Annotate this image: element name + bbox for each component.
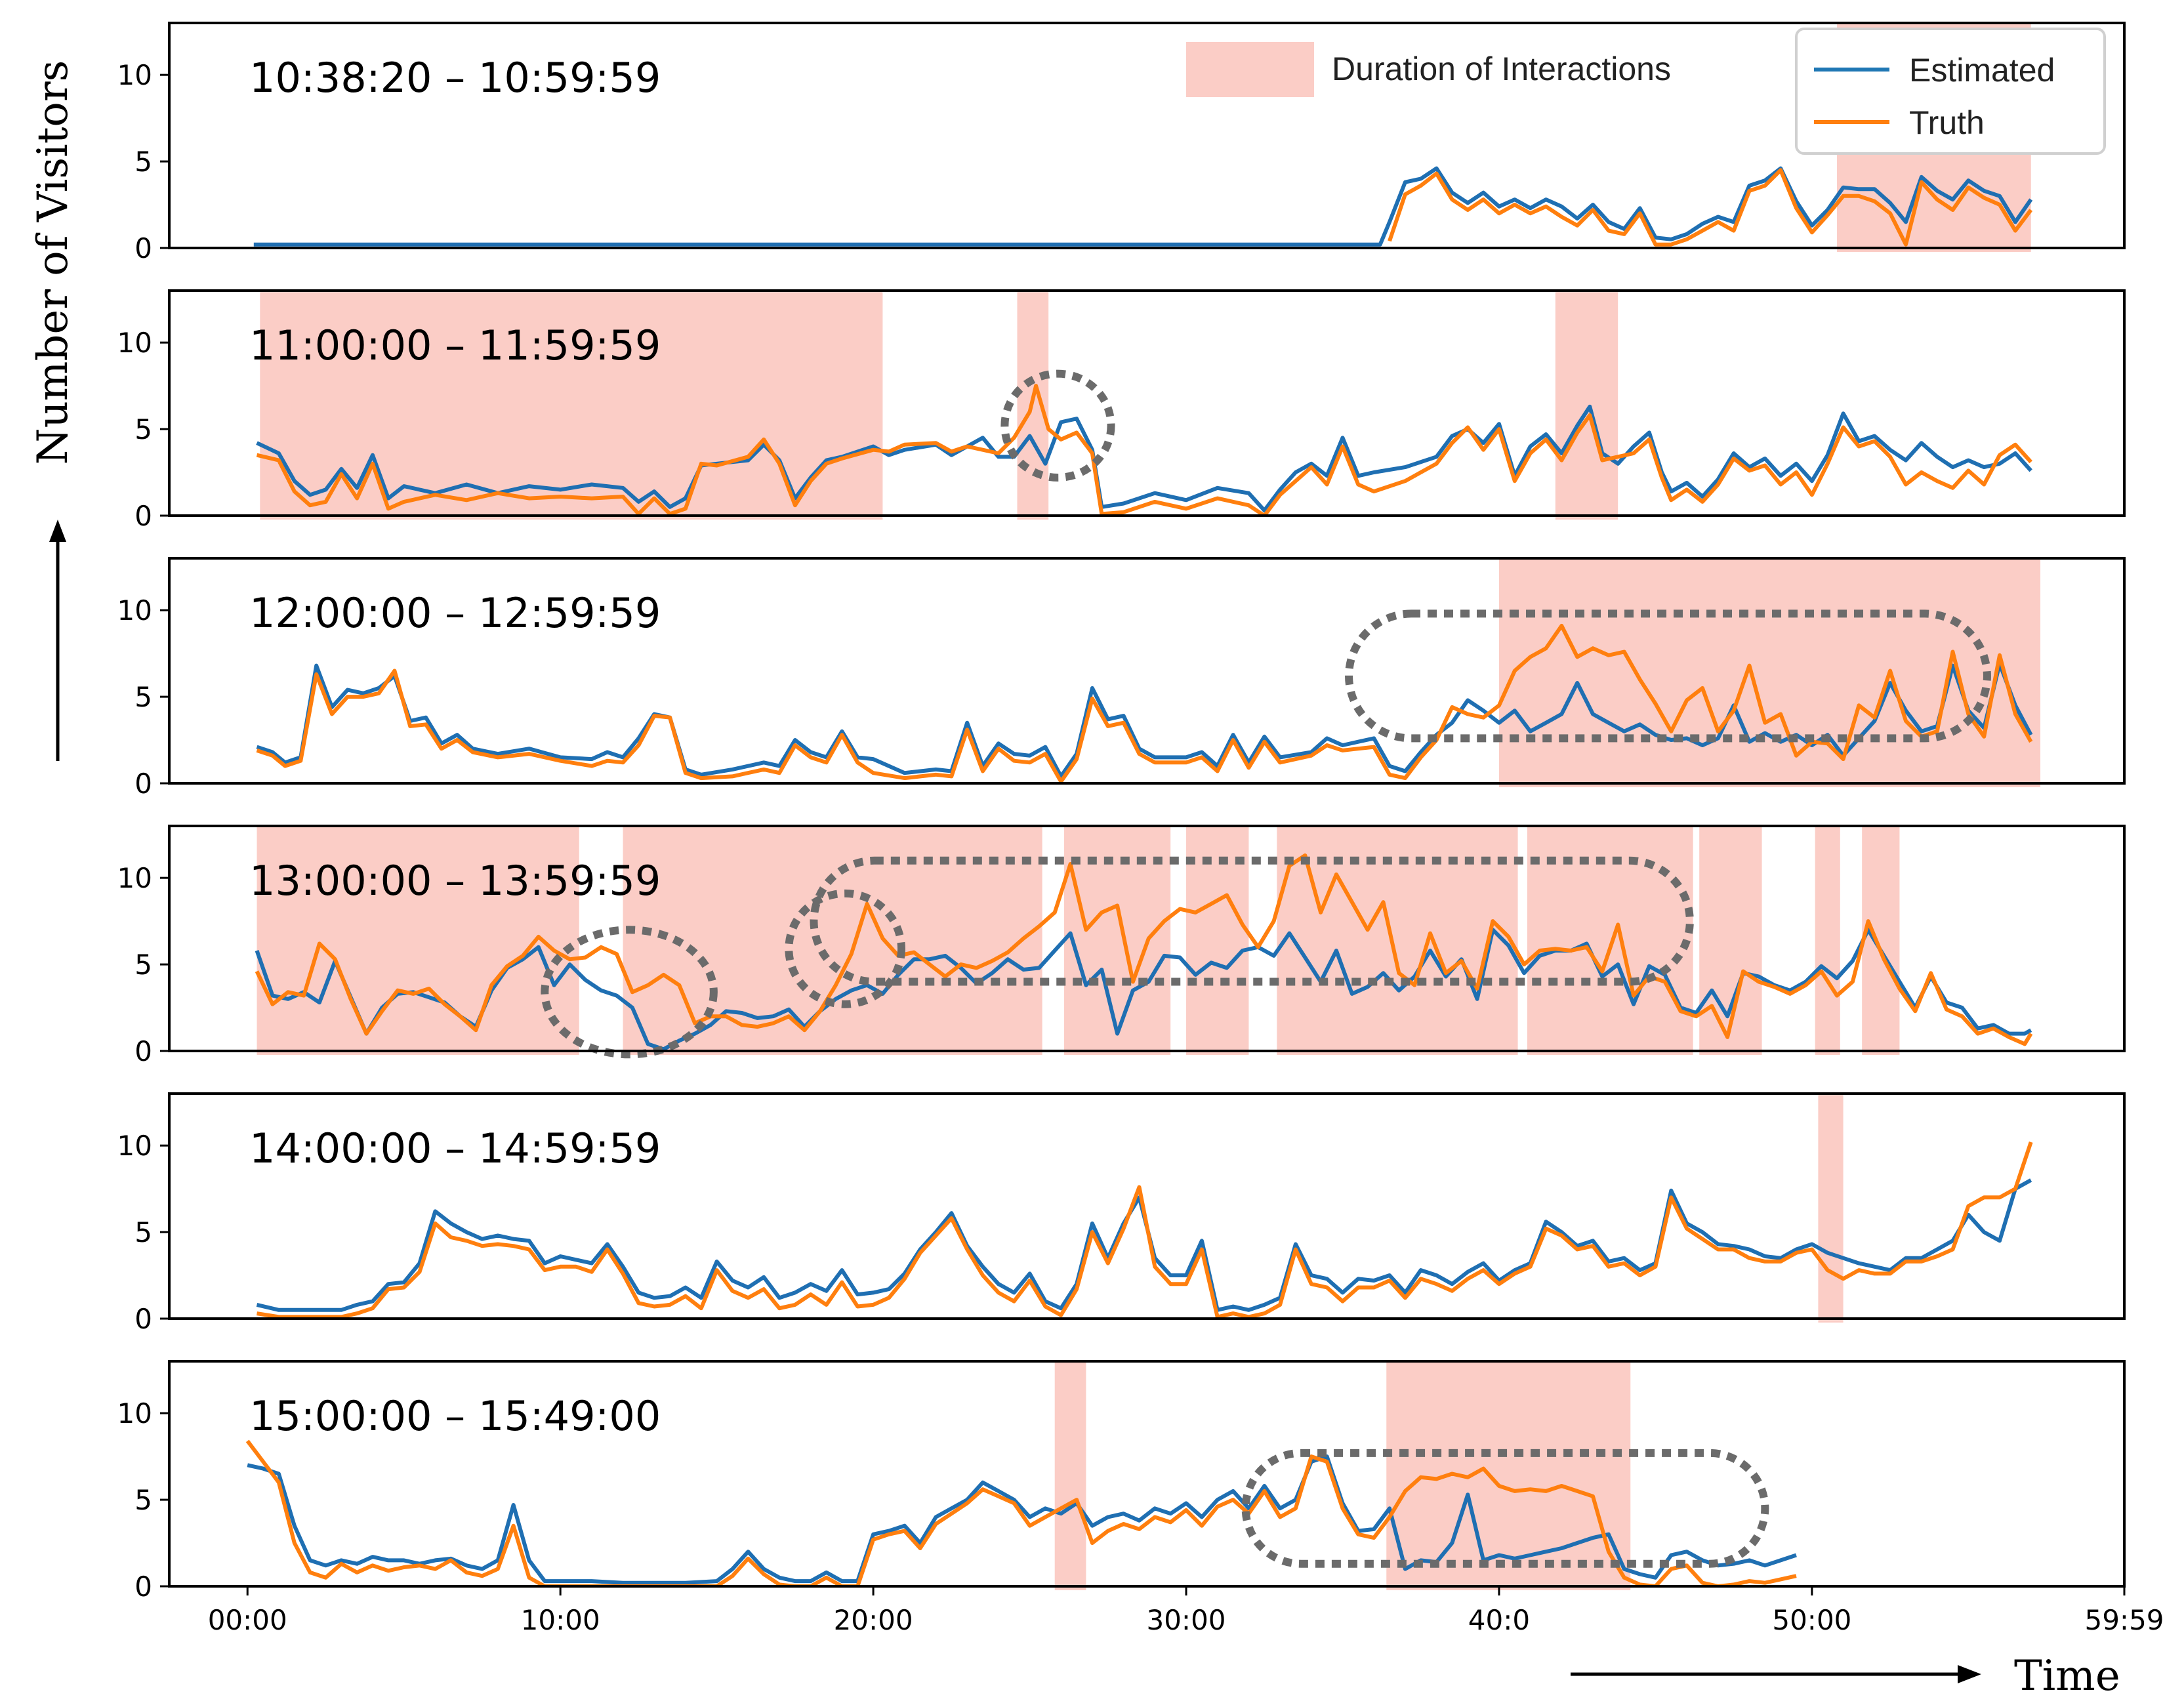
interaction-span [257,826,579,1055]
x-tick-label: 00:00 [208,1604,287,1636]
panel-title: 13:00:00 – 13:59:59 [249,857,661,905]
x-tick-label: 20:00 [834,1604,913,1636]
estimated-line [247,1454,1797,1585]
panel-frame [168,1092,2126,1320]
panel-3: 0 5 10 12:00:00 – 12:59:59 [117,557,2126,800]
interaction-span [1862,826,1900,1055]
y-tick-label: 5 [134,1216,152,1248]
x-tick-label: 59:59 [2084,1604,2164,1636]
interaction-span [1277,826,1518,1055]
x-tick-label: 30:00 [1146,1604,1226,1636]
y-tick-label: 10 [117,327,152,359]
plot-area [245,1439,1797,1586]
panel-title: 15:00:00 – 15:49:00 [249,1392,661,1440]
y-axis-title: Number of Visitors [29,60,77,465]
legend: Duration of Interactions Estimated Truth [1186,28,2106,155]
x-axis-title: Time [2014,1652,2120,1700]
legend-shade-swatch [1186,42,1314,97]
y-tick-label: 5 [134,1484,152,1516]
highlight-ellipse [785,889,906,1008]
interaction-span [1054,1361,1086,1590]
panel-5: 0 5 10 14:00:00 – 14:59:59 [117,1092,2126,1335]
plot-area [256,384,2032,516]
y-axis-arrow-head [49,520,66,542]
panel-frame [168,1360,2126,1588]
estimated-line [253,166,2033,247]
interaction-span [1064,826,1171,1055]
highlight-ellipse [810,856,1694,986]
truth-line [1388,168,2033,247]
y-tick-label: 5 [134,146,152,178]
truth-line [245,1439,1797,1586]
panel-frame [168,825,2126,1052]
legend-estimated-label: Estimated [1909,52,2055,89]
y-tick-label: 0 [134,500,152,532]
highlight-ellipse [1241,1449,1769,1568]
panel-frame [168,557,2126,785]
y-tick-label: 5 [134,681,152,713]
x-tick-label: 50:00 [1772,1604,1851,1636]
y-tick-label: 5 [134,949,152,981]
interaction-span [1386,1361,1631,1590]
y-tick-label: 10 [117,862,152,894]
y-tick-label: 10 [117,59,152,91]
highlight-ellipse [1345,609,1991,743]
x-tick-label: 10:00 [521,1604,600,1636]
y-tick-label: 5 [134,413,152,445]
legend-truth-label: Truth [1909,104,1985,141]
panel-title: 10:38:20 – 10:59:59 [249,54,661,102]
panel-title: 12:00:00 – 12:59:59 [249,589,661,637]
interaction-span [1815,826,1840,1055]
y-tick-label: 0 [134,768,152,800]
y-tick-label: 0 [134,1035,152,1067]
panel-title: 14:00:00 – 14:59:59 [249,1124,661,1172]
truth-line [257,1141,2033,1319]
highlight-ellipse [1000,369,1115,482]
y-tick-label: 10 [117,594,152,627]
plot-area [256,1141,2033,1319]
estimated-line [256,404,2032,513]
truth-line [256,384,2032,516]
y-tick-label: 0 [134,232,152,264]
interaction-span [1555,291,1618,520]
plot-area [253,166,2033,247]
panel-6: 0 5 10 15:00:00 – 15:49:00 00:00 10:00 20:00 30… [117,1360,2164,1636]
panel-frame [168,22,2126,249]
plot-area [255,853,2033,1051]
y-tick-label: 10 [117,1397,152,1429]
interaction-span [1818,1094,1844,1323]
legend-shade-label: Duration of Interactions [1332,51,1671,87]
truth-line [256,623,2033,783]
panel-title: 11:00:00 – 11:59:59 [249,321,661,369]
truth-line [255,853,2033,1046]
panel-2: 0 5 10 11:00:00 – 11:59:59 [117,289,2126,532]
x-axis-arrow-head [1958,1665,1981,1683]
x-tick-label: 40:0 [1468,1604,1530,1636]
y-tick-label: 0 [134,1571,152,1603]
y-tick-label: 0 [134,1303,152,1335]
highlight-ellipse [541,926,718,1059]
y-tick-label: 10 [117,1130,152,1162]
panels: 0 5 10 10:38:20 – 10:59:59 0 5 10 11:00:00 – 11… [117,22,2164,1636]
estimated-line [256,1178,2032,1312]
panel-frame [168,289,2126,517]
panel-4: 0 5 10 13:00:00 – 13:59:59 [117,825,2126,1067]
